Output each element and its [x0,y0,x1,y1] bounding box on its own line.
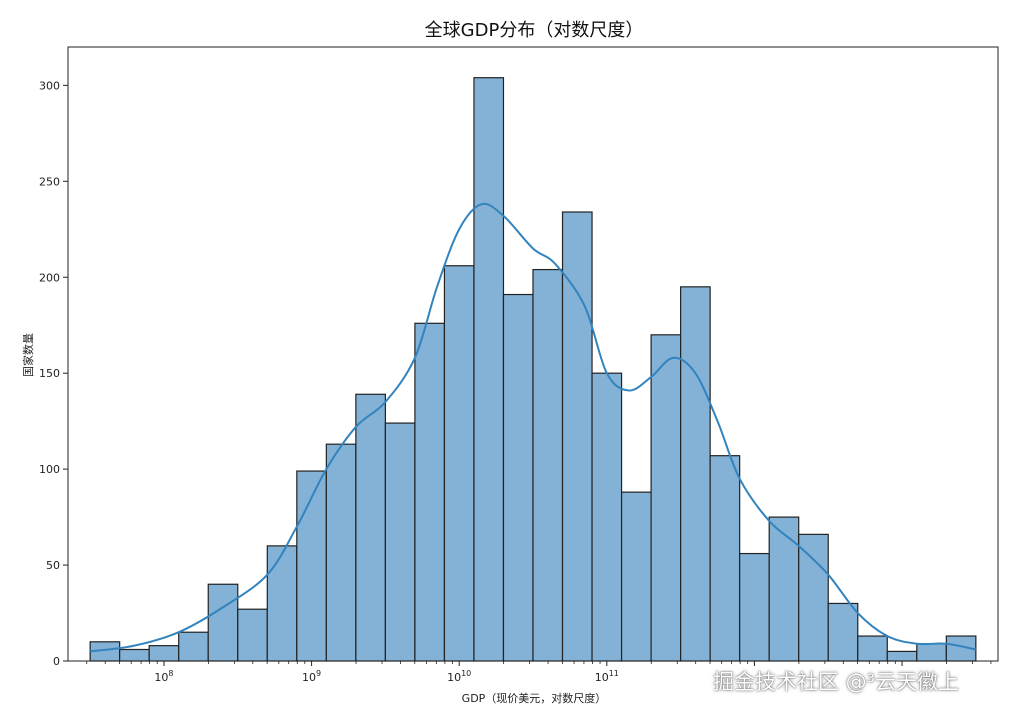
y-axis-label: 国家数量 [21,333,35,377]
x-axis-label: GDP（现价美元，对数尺度） [462,691,607,705]
histogram-bars [89,77,977,662]
histogram-bar [945,635,977,662]
histogram-bar [532,268,564,662]
histogram-bar [473,77,505,662]
histogram-bar [591,372,623,662]
histogram-bar [650,334,682,662]
y-tick-label: 150 [39,367,60,380]
histogram-bar [119,648,150,662]
histogram-bar [768,516,800,662]
chart-title: 全球GDP分布（对数尺度） [425,20,644,41]
histogram-bar [680,286,711,662]
kde-curve [90,202,977,653]
y-tick-label: 50 [46,559,60,572]
x-axis-ticks: 108 109 1010 1011 [86,661,992,684]
y-tick-label: 250 [39,175,60,188]
histogram-bar [798,533,829,662]
histogram-bar [916,643,947,662]
plot-frame [67,46,999,662]
x-tick-label: 109 [302,669,321,684]
histogram-bar [384,422,416,662]
histogram-bar [296,470,327,662]
histogram-bar [857,635,888,662]
histogram-bar [502,293,534,662]
x-tick-label: 1010 [447,669,471,684]
y-tick-label: 0 [53,655,60,668]
histogram-bar [207,583,239,662]
x-tick-label: 108 [154,669,173,684]
y-tick-label: 100 [39,463,60,476]
histogram-bar [414,322,446,662]
y-axis-ticks: 0 50 100 150 200 250 300 [39,79,68,668]
histogram-bar [886,650,918,662]
histogram-bar [178,631,209,662]
histogram-bar [739,552,770,662]
histogram-bar [443,265,475,662]
histogram-bar [266,545,298,662]
y-tick-label: 300 [39,79,60,92]
histogram-bar [148,645,180,662]
histogram-bar [827,602,859,662]
y-tick-label: 200 [39,271,60,284]
histogram-bar [709,455,741,662]
x-tick-label: 1011 [595,669,619,684]
histogram-bar [355,393,386,662]
histogram-bar [237,608,268,662]
watermark: 掘金技术社区 @³云天徽上 [713,670,960,694]
histogram-bar [325,443,357,662]
histogram-bar [561,211,593,662]
histogram-bar [620,491,652,662]
